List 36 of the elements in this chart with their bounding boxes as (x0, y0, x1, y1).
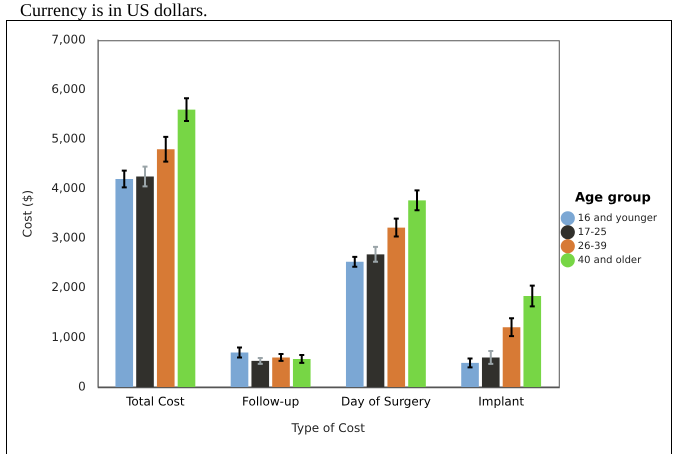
bar (502, 327, 520, 388)
bar (251, 360, 270, 388)
y-tick-label: 6,000 (51, 82, 86, 96)
bar (346, 262, 364, 388)
bar (230, 352, 248, 388)
bar (461, 362, 479, 388)
bar (156, 149, 175, 388)
bar (272, 357, 290, 388)
legend-label: 26-39 (578, 240, 607, 252)
bar (408, 200, 426, 388)
bar (482, 357, 500, 388)
bar (523, 296, 542, 388)
bar (366, 254, 384, 388)
y-tick-label: 5,000 (51, 131, 86, 146)
bar (292, 358, 311, 388)
bar (178, 110, 196, 388)
legend-label: 17-25 (578, 226, 607, 238)
y-tick-label: 4,000 (51, 181, 86, 196)
x-axis-title: Type of Cost (290, 420, 366, 435)
y-tick-label: 3,000 (51, 230, 86, 245)
legend-label: 40 and older (578, 254, 642, 266)
text: Currency is in US dollars. (19, 0, 208, 20)
x-tick-label: Follow-up (242, 394, 300, 409)
x-tick-label: Day of Surgery (340, 394, 431, 409)
y-tick-label: 1,000 (51, 330, 86, 344)
bar (115, 179, 134, 388)
x-tick-label: Implant (478, 394, 524, 409)
y-axis-title: Cost ($) (20, 190, 34, 238)
bar (136, 176, 154, 388)
y-tick-label: 7,000 (51, 32, 86, 46)
legend-title: Age group (574, 190, 651, 206)
y-tick-label: 2,000 (51, 280, 86, 294)
legend-label: 16 and younger (578, 212, 658, 224)
bar (387, 228, 406, 388)
x-tick-label: Total Cost (125, 394, 185, 409)
y-tick-label: 0 (78, 379, 86, 394)
